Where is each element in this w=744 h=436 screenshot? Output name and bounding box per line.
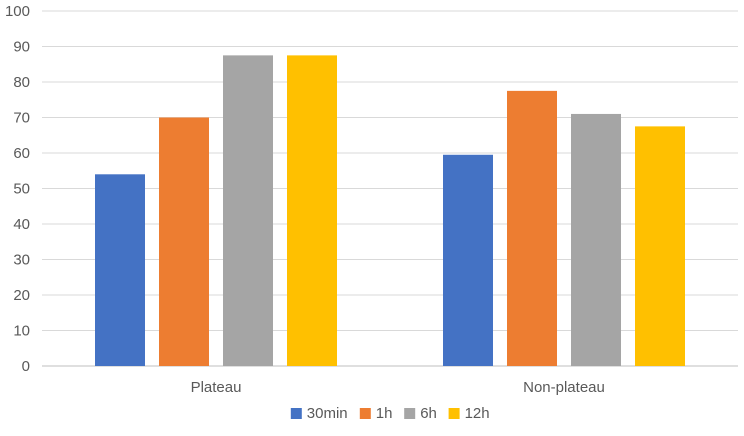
legend-swatch-12h [448,408,460,419]
x-category-label: Plateau [191,379,242,396]
y-tick-label: 30 [13,252,30,269]
y-tick-label: 10 [13,323,30,340]
legend-swatch-1h [359,408,371,419]
y-tick-label: 0 [22,358,30,375]
y-tick-label: 90 [13,39,30,56]
gridlines [42,10,738,367]
y-tick-label: 70 [13,110,30,127]
legend-label: 6h [420,405,437,422]
x-axis-categories: Plateau Non-plateau [191,379,605,396]
legend-label: 1h [376,405,393,422]
y-tick-label: 60 [13,145,30,162]
bar-30min-Non-plateau [443,154,493,366]
y-tick-label: 80 [13,74,30,91]
y-tick-label: 100 [5,3,30,20]
y-tick-label: 40 [13,216,30,233]
bar-12h-Plateau [287,55,337,366]
legend-swatch-6h [404,408,416,419]
bar-12h-Non-plateau [635,126,685,366]
y-tick-label: 50 [13,181,30,198]
legend-swatch-30min [290,408,302,419]
legend-label: 12h [465,405,490,422]
legend-label: 30min [307,405,348,422]
y-tick-label: 20 [13,287,30,304]
bar-30min-Plateau [95,174,145,366]
bar-1h-Plateau [159,117,209,366]
bars [95,55,685,366]
bar-1h-Non-plateau [507,90,557,366]
bar-6h-Plateau [223,55,273,366]
legend: 30min 1h 6h 12h [290,405,490,422]
y-axis-ticks: 0 10 20 30 40 50 60 70 80 90 100 [5,3,30,375]
x-category-label: Non-plateau [523,379,605,396]
bar-6h-Non-plateau [571,113,621,366]
